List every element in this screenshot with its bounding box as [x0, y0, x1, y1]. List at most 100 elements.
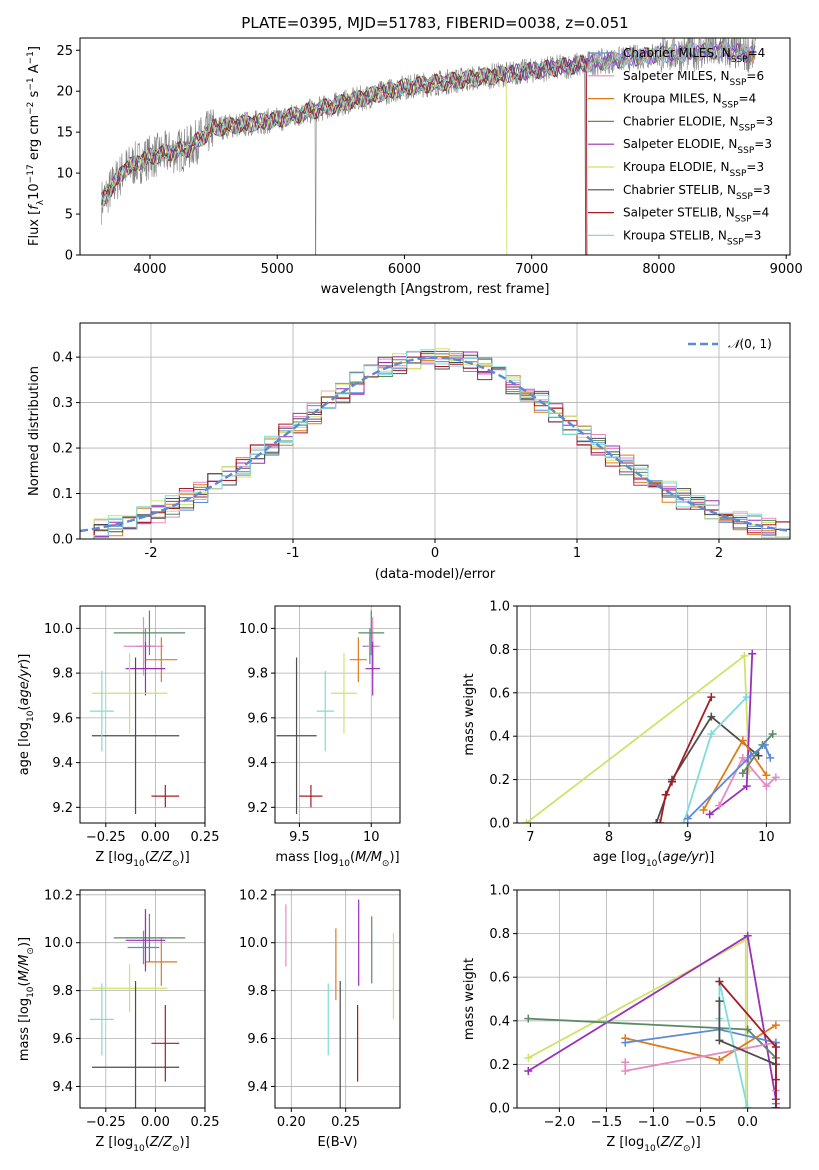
label-part: Chabrier MILES, N [623, 46, 731, 60]
label-part: )] [17, 937, 32, 947]
y-tick-label: 1.0 [489, 884, 510, 899]
plot-area [80, 348, 790, 539]
y-tick-label: 9.6 [247, 1032, 268, 1047]
errorbar-point [151, 1004, 180, 1082]
label-part: 10 [133, 1144, 145, 1154]
label-part: =4 [748, 46, 766, 60]
plot-area [89, 610, 186, 815]
figure-title: PLATE=0395, MJD=51783, FIBERID=0038, z=0… [241, 14, 628, 32]
errorbar-point [299, 784, 323, 808]
weight-point-marker [771, 773, 780, 782]
y-axis-label: age [log10(age/yr)] [17, 654, 36, 776]
weight-point-marker [762, 782, 771, 791]
weight-point-marker [699, 805, 708, 814]
weight-point-marker [771, 1075, 780, 1084]
weight-point-marker [524, 1014, 533, 1023]
label-part: ⊙ [26, 947, 36, 955]
axes-border [79, 37, 791, 256]
label-part: SSP [730, 78, 747, 88]
errorbar-point [358, 610, 385, 656]
weight-point-marker [683, 814, 692, 823]
weight-point-marker [715, 1056, 724, 1065]
label-part: 10 [133, 859, 145, 869]
errorbar-point [145, 637, 178, 683]
label-part: ( [656, 1135, 661, 1150]
legend-entry: Chabrier MILES, NSSP=4 [623, 46, 765, 65]
errorbar-point [365, 641, 380, 696]
label-part: ( [17, 706, 32, 711]
label-part: Z [log [95, 850, 133, 865]
weight-series [715, 753, 780, 810]
legend-entry: Salpeter MILES, NSSP=6 [623, 69, 764, 88]
y-axis-label: mass [log10(M/M⊙)] [17, 937, 36, 1061]
residual-histogram-panel: -2 -1 0 1 2 0.0 0.1 0.2 0.3 0.4 Normed distributio… [27, 322, 791, 582]
x-tick-label: 1 [573, 546, 581, 561]
weight-point-marker [524, 1053, 533, 1062]
y-tick-label: 9.4 [247, 1080, 268, 1095]
weight-point-marker [762, 771, 771, 780]
errorbar-point [125, 641, 166, 696]
label-part: −2 [26, 102, 36, 115]
label-part: Z/Z [149, 850, 173, 865]
x-tick-label: −2.0 [544, 1115, 576, 1130]
legend-entry: Kroupa STELIB, NSSP=3 [623, 228, 761, 247]
label-part: age/yr [662, 850, 705, 865]
label-part: =3 [754, 137, 772, 151]
label-part: ( [350, 850, 355, 865]
x-tick-label: 5000 [261, 262, 294, 277]
x-tick-label: 4000 [133, 262, 166, 277]
label-part: SSP [737, 146, 754, 156]
label-part: SSP [736, 192, 753, 202]
x-tick-label: 0.25 [191, 1115, 220, 1130]
label-part: )] [180, 1135, 190, 1150]
x-tick-label: 10 [363, 830, 380, 845]
label-part: 10 [26, 986, 36, 998]
weight-point-marker [740, 651, 749, 660]
label-part: E(B-V) [317, 1135, 357, 1150]
errorbar-point [349, 637, 367, 683]
x-tick-label: −0.25 [86, 830, 126, 845]
z-vs-weight-panel: −2.0 −1.5 −1.0 −0.5 0.0 0.0 0.2 0.4 0.6 0.8 1.0 mas… [462, 884, 791, 1154]
legend-entry: Kroupa ELODIE, NSSP=3 [623, 160, 764, 179]
label-part: age [log [17, 722, 32, 775]
weight-point-marker [715, 977, 724, 986]
weight-line [527, 934, 777, 1100]
x-tick-label: 8 [605, 830, 613, 845]
label-part: =3 [746, 160, 764, 174]
axes-border [79, 889, 206, 1109]
label-part: 10 [646, 859, 658, 869]
errorbar-point [276, 657, 317, 815]
label-part: SSP [739, 123, 756, 133]
label-part: SSP [722, 101, 739, 111]
y-tick-label: 0.1 [52, 487, 73, 502]
weight-point-marker [621, 1066, 630, 1075]
weight-point-marker [621, 1058, 630, 1067]
label-part: SSP [735, 215, 752, 225]
weight-point-marker [524, 1066, 533, 1075]
weight-line [718, 756, 777, 806]
weight-point-marker [743, 1104, 752, 1108]
label-part: SSP [727, 237, 744, 247]
label-part: f [27, 203, 42, 210]
label-part: Z [log [606, 1135, 644, 1150]
weight-point-marker [522, 819, 531, 823]
errorbar-point [89, 670, 114, 752]
label-part: =3 [753, 183, 771, 197]
histogram-step-line [80, 349, 790, 539]
label-part: )] [389, 850, 399, 865]
plot-area [524, 931, 780, 1108]
legend-entry: Salpeter STELIB, NSSP=4 [623, 206, 769, 225]
label-part: A [27, 64, 42, 77]
errorbar-point [91, 657, 180, 815]
label-part: )] [704, 850, 714, 865]
label-part: s [27, 90, 42, 101]
y-axis-label: Flux [fλ10−17 erg cm−2 s−1 A−1] [26, 46, 46, 246]
plot-area [276, 610, 385, 815]
weight-point-marker [771, 1021, 780, 1030]
weight-point-marker [743, 931, 752, 940]
plot-area [285, 899, 395, 1108]
label-part: ⊙ [683, 1144, 691, 1154]
y-axis-label: mass weight [462, 958, 477, 1040]
y-tick-label: 9.6 [247, 711, 268, 726]
y-tick-label: 0.8 [489, 643, 510, 658]
